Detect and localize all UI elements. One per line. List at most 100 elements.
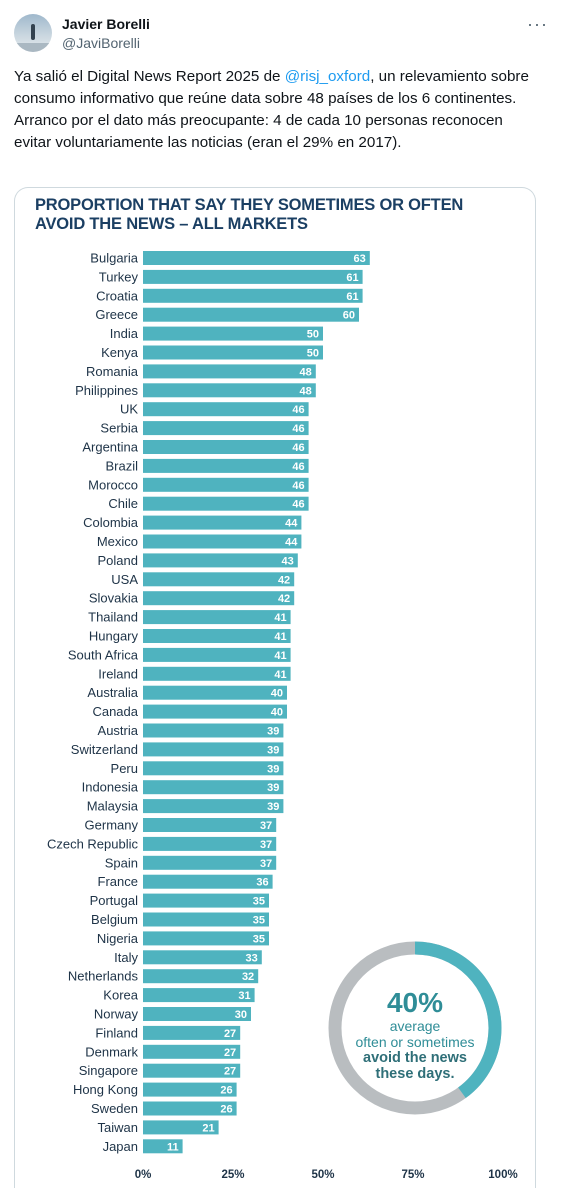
category-label: Brazil xyxy=(105,458,138,473)
category-label: Chile xyxy=(108,496,138,511)
data-label: 33 xyxy=(246,952,258,964)
data-label: 39 xyxy=(267,801,279,813)
category-label: Taiwan xyxy=(98,1120,138,1135)
author-handle[interactable]: @JaviBorelli xyxy=(62,35,141,51)
data-label: 40 xyxy=(271,707,283,719)
category-label: UK xyxy=(120,402,138,417)
category-label: Portugal xyxy=(90,893,139,908)
category-label: Bulgaria xyxy=(90,251,138,266)
data-label: 61 xyxy=(346,291,358,303)
bar xyxy=(143,874,273,889)
category-label: Romania xyxy=(86,364,139,379)
bar xyxy=(143,647,291,662)
category-label: Spain xyxy=(105,855,138,870)
data-label: 35 xyxy=(253,896,265,908)
bar xyxy=(143,572,295,587)
more-options-icon[interactable]: ··· xyxy=(527,14,548,34)
data-label: 27 xyxy=(224,1028,236,1040)
category-label: Italy xyxy=(114,950,138,965)
category-label: Switzerland xyxy=(71,742,138,757)
bar xyxy=(143,723,284,738)
data-label: 46 xyxy=(292,442,304,454)
bar xyxy=(143,931,269,946)
bar xyxy=(143,496,309,511)
bar xyxy=(143,477,309,492)
donut-line-3: avoid the news xyxy=(363,1050,467,1066)
bar xyxy=(143,251,370,265)
chart-image[interactable]: Bulgaria 63 Turkey 61 Croatia 61 Greece 60 India… xyxy=(14,187,536,1188)
data-label: 42 xyxy=(278,574,290,586)
data-label: 39 xyxy=(267,726,279,738)
category-label: Netherlands xyxy=(68,969,139,984)
post-text-after: , un relevamiento sobre consumo informat… xyxy=(14,68,529,151)
avatar-ground xyxy=(14,43,52,52)
author-name[interactable]: Javier Borelli xyxy=(62,16,150,32)
donut-line-1: average xyxy=(389,1018,441,1034)
bar xyxy=(143,610,291,625)
data-label: 39 xyxy=(267,744,279,756)
data-label: 11 xyxy=(167,1141,179,1153)
bar xyxy=(143,742,284,757)
category-label: Korea xyxy=(103,988,138,1003)
data-label: 35 xyxy=(253,933,265,945)
data-label: 41 xyxy=(274,612,286,624)
data-label: 41 xyxy=(274,669,286,681)
bar xyxy=(143,893,269,908)
bar xyxy=(143,780,284,795)
data-label: 61 xyxy=(346,272,358,284)
data-label: 37 xyxy=(260,820,272,832)
data-label: 50 xyxy=(307,329,319,341)
category-label: Mexico xyxy=(97,534,138,549)
data-label: 39 xyxy=(267,763,279,775)
data-label: 46 xyxy=(292,480,304,492)
category-label: Denmark xyxy=(85,1044,138,1059)
bar xyxy=(143,988,255,1003)
bar xyxy=(143,1044,241,1059)
category-label: South Africa xyxy=(68,647,139,662)
category-label: Singapore xyxy=(79,1063,138,1078)
data-label: 31 xyxy=(238,990,250,1002)
data-label: 27 xyxy=(224,1047,236,1059)
bar xyxy=(143,1025,241,1040)
category-label: Hungary xyxy=(89,629,139,644)
data-label: 44 xyxy=(285,518,298,530)
bar xyxy=(143,364,316,379)
category-label: Colombia xyxy=(83,515,139,530)
mention-link[interactable]: @risj_oxford xyxy=(284,68,371,85)
data-label: 30 xyxy=(235,1009,247,1021)
data-label: 48 xyxy=(300,366,312,378)
bar xyxy=(143,534,302,549)
bar xyxy=(143,288,363,303)
data-label: 44 xyxy=(285,537,298,549)
data-label: 46 xyxy=(292,461,304,473)
category-label: Kenya xyxy=(101,345,139,360)
data-label: 46 xyxy=(292,499,304,511)
category-label: Canada xyxy=(92,704,138,719)
data-label: 48 xyxy=(300,385,312,397)
bar xyxy=(143,818,277,832)
tick-label: 0% xyxy=(135,1169,152,1181)
bar xyxy=(143,345,323,360)
category-label: Peru xyxy=(111,761,138,776)
category-label: Sweden xyxy=(91,1101,138,1116)
bar xyxy=(143,761,284,776)
bar xyxy=(143,402,309,417)
bar-chart: Bulgaria 63 Turkey 61 Croatia 61 Greece 60 India… xyxy=(47,251,518,1182)
category-label: Ireland xyxy=(98,666,138,681)
data-label: 37 xyxy=(260,839,272,851)
category-label: Japan xyxy=(103,1139,138,1154)
bar xyxy=(143,326,323,341)
data-label: 32 xyxy=(242,971,254,983)
bar xyxy=(143,836,277,851)
bar xyxy=(143,553,298,568)
bar xyxy=(143,666,291,681)
bar xyxy=(143,421,309,436)
category-label: Greece xyxy=(95,307,138,322)
bar xyxy=(143,1082,237,1097)
category-label: India xyxy=(110,326,139,341)
avatar-figure xyxy=(31,24,35,40)
data-label: 42 xyxy=(278,593,290,605)
category-label: Germany xyxy=(85,818,139,833)
category-label: France xyxy=(98,874,138,889)
avatar[interactable] xyxy=(14,14,52,52)
